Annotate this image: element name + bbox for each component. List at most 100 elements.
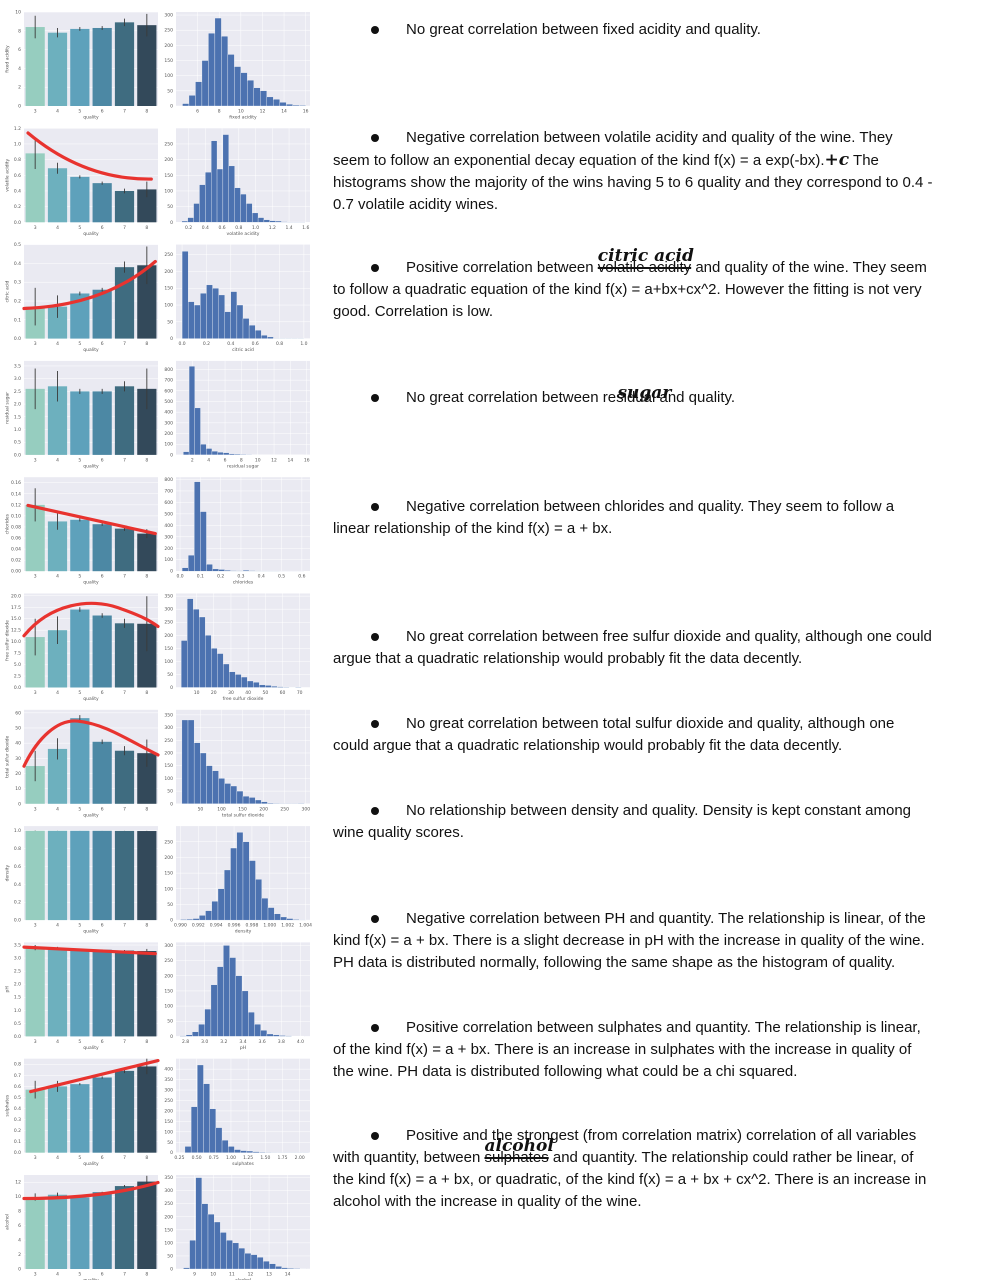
x-tick-label: 0.6 — [218, 225, 225, 231]
fit-curve — [28, 505, 155, 533]
histogram-bar — [188, 555, 195, 572]
histogram-bar — [221, 36, 229, 107]
fit-curve — [31, 1061, 158, 1092]
plot-background — [24, 593, 158, 688]
histogram-bar — [206, 765, 213, 804]
y-tick-label: 250 — [164, 28, 173, 34]
y-tick-label: 0.1 — [14, 317, 21, 323]
histogram-bar — [275, 1266, 282, 1270]
struck-text: volatile acidity — [597, 259, 692, 276]
bar — [114, 623, 135, 688]
histogram-bar — [229, 671, 236, 688]
y-tick-label: 0.0 — [14, 452, 21, 458]
histogram-bar — [230, 291, 238, 339]
y-tick-label: 500 — [164, 511, 173, 517]
y-tick-label: 400 — [164, 1067, 173, 1073]
histogram-bar — [281, 221, 288, 223]
x-tick-label: 40 — [245, 690, 251, 696]
note: Positive and the strongest (from correla… — [333, 1125, 933, 1213]
y-axis-label: citric acid — [5, 281, 11, 303]
y-tick-label: 10.0 — [11, 639, 21, 645]
x-tick-label: 50 — [262, 690, 268, 696]
bar — [92, 949, 112, 1037]
histogram-bar — [234, 187, 241, 223]
y-tick-label: 50 — [167, 789, 173, 795]
y-tick-label: 0.8 — [14, 1062, 21, 1068]
histogram-bar — [241, 676, 248, 688]
y-tick-label: 300 — [164, 725, 173, 731]
y-tick-label: 150 — [164, 1119, 173, 1125]
bar — [70, 519, 90, 572]
y-tick-label: 150 — [164, 871, 173, 877]
y-tick-label: 100 — [164, 188, 173, 194]
bar — [25, 637, 45, 688]
x-tick-label: 14 — [285, 1272, 291, 1278]
bar — [47, 32, 68, 106]
x-tick-label: 7 — [123, 225, 126, 231]
x-tick-label: 6 — [101, 225, 104, 231]
bar — [92, 289, 112, 339]
x-tick-label: 8 — [145, 457, 148, 463]
y-axis-label: fixed acidity — [5, 45, 11, 73]
histogram-bar — [267, 802, 274, 804]
y-tick-label: 200 — [164, 855, 173, 861]
histogram-bar — [209, 1108, 217, 1153]
histogram-bar — [228, 1146, 235, 1153]
bar — [92, 391, 112, 455]
y-tick-label: 0.08 — [11, 524, 21, 530]
histogram-bar — [253, 682, 260, 688]
y-tick-label: 200 — [164, 43, 173, 49]
x-tick-label: 6 — [101, 690, 104, 696]
histogram-bar — [223, 663, 230, 688]
x-axis-label: pH — [240, 1045, 246, 1051]
chart-row: 0.000.020.040.060.080.100.120.140.163 4 5 6… — [5, 477, 311, 586]
histogram-bar — [206, 448, 213, 456]
y-tick-label: 600 — [164, 388, 173, 394]
bar — [47, 168, 68, 223]
histogram-bar — [281, 1267, 289, 1270]
y-tick-label: 0.2 — [14, 1128, 21, 1134]
x-tick-label: 6 — [101, 109, 104, 115]
x-tick-label: 5 — [78, 457, 81, 463]
chart-row: 0 2 4 6 8 10 12 3 4 5 6 7 8 quality alcohol 0 50 100 150 20… — [5, 1175, 311, 1280]
histogram-bar — [275, 220, 282, 223]
note-text: No relationship between density and qual… — [333, 802, 912, 841]
x-tick-label: 4 — [207, 457, 210, 463]
chart-row: 0.0 0.2 0.4 0.6 0.8 1.0 3 4 5 6 7 8 quality density 0 5… — [5, 826, 312, 935]
y-axis-label: density — [5, 865, 11, 882]
y-tick-label: 2.5 — [14, 389, 21, 395]
histogram-bar — [248, 570, 256, 572]
histogram-bar — [206, 564, 213, 572]
x-tick-label: 3 — [34, 109, 37, 115]
bar — [137, 189, 157, 223]
x-axis-label: volatile acidity — [227, 231, 260, 237]
histogram-bar — [187, 598, 194, 688]
x-tick-label: 60 — [280, 690, 286, 696]
fit-curve-group — [24, 1183, 158, 1199]
y-tick-label: 50 — [167, 1253, 173, 1259]
y-tick-label: 0.5 — [14, 242, 21, 248]
histogram-bar — [186, 919, 194, 921]
bar — [137, 1066, 157, 1153]
x-tick-label: 12 — [248, 1272, 254, 1278]
y-tick-label: 0.6 — [14, 864, 21, 870]
fit-curve — [24, 262, 155, 309]
note-text: No great correlation between residual — [406, 389, 660, 406]
bar — [70, 293, 90, 339]
y-tick-label: 0 — [18, 104, 21, 110]
x-tick-label: 3.2 — [220, 1039, 227, 1045]
y-axis-label: pH — [5, 986, 11, 992]
x-tick-label: 3.8 — [278, 1039, 285, 1045]
y-tick-label: 1.0 — [14, 1008, 21, 1014]
fit-curve-group — [31, 1061, 158, 1092]
histogram-bar — [242, 570, 250, 572]
x-tick-label: 3 — [34, 341, 37, 347]
bullet — [371, 1024, 379, 1032]
x-tick-label: 0.6 — [298, 574, 305, 580]
y-tick-label: 800 — [164, 477, 173, 483]
histogram-bar — [247, 680, 254, 688]
bar — [47, 521, 68, 572]
plot-background — [24, 477, 158, 572]
bar — [70, 1084, 90, 1153]
